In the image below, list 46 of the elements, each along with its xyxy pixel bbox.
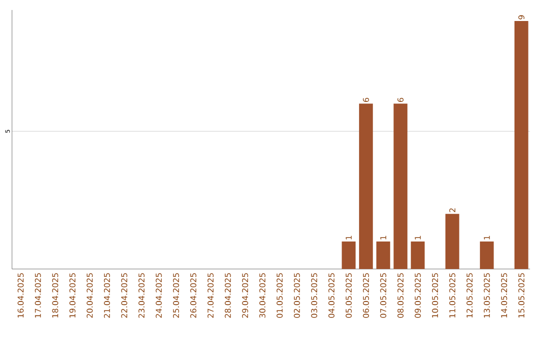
data-label: 6 [362, 98, 369, 102]
x-tick-label: 22.04.2025 [121, 273, 128, 318]
x-tick-label: 02.05.2025 [294, 273, 300, 318]
x-tick-label: 17.04.2025 [34, 273, 41, 318]
bar [342, 241, 356, 269]
x-tick-label: 29.04.2025 [242, 273, 248, 318]
x-tick-label: 13.05.2025 [484, 273, 490, 318]
data-label: 1 [346, 236, 352, 240]
x-tick-label: 14.05.2025 [501, 273, 508, 318]
x-tick-label: 04.05.2025 [328, 273, 334, 318]
x-tick-label: 08.05.2025 [397, 273, 404, 318]
x-tick-label: 21.04.2025 [104, 273, 110, 318]
x-tick-label: 26.04.2025 [190, 273, 196, 318]
x-tick-label: 30.04.2025 [259, 273, 266, 318]
bar [376, 241, 390, 269]
data-label: 6 [397, 98, 404, 102]
x-tick-label: 11.05.2025 [449, 273, 456, 318]
x-tick-label: 19.04.2025 [69, 273, 76, 318]
data-label: 9 [518, 15, 524, 20]
bar [445, 214, 460, 269]
x-tick-label: 06.05.2025 [362, 273, 369, 318]
data-label: 1 [484, 236, 490, 240]
x-tick-label: 27.04.2025 [208, 273, 214, 318]
data-label: 1 [380, 236, 386, 240]
x-tick-label: 20.04.2025 [86, 273, 93, 318]
data-label: 1 [414, 236, 421, 240]
x-tick-label: 28.04.2025 [224, 273, 231, 318]
x-tick-label: 05.05.2025 [346, 273, 352, 318]
x-tick-label: 10.05.2025 [432, 273, 438, 318]
x-tick-label: 18.04.2025 [52, 273, 58, 318]
x-tick-label: 03.05.2025 [311, 273, 318, 318]
x-tick-label: 24.04.2025 [156, 273, 162, 318]
bar [514, 21, 528, 269]
bar [394, 104, 408, 269]
bar [480, 241, 494, 269]
data-label: 2 [449, 208, 456, 212]
x-tick-label: 16.04.2025 [18, 273, 24, 318]
x-tick-label: 15.05.2025 [518, 273, 524, 318]
bar [410, 241, 425, 269]
x-tick-label: 12.05.2025 [466, 273, 473, 318]
x-tick-label: 07.05.2025 [380, 273, 386, 318]
bar [359, 104, 373, 269]
x-tick-label: 01.05.2025 [276, 273, 283, 318]
x-tick-label: 25.04.2025 [173, 273, 180, 318]
x-tick-label: 23.04.2025 [138, 273, 145, 318]
x-tick-label: 09.05.2025 [414, 273, 421, 318]
